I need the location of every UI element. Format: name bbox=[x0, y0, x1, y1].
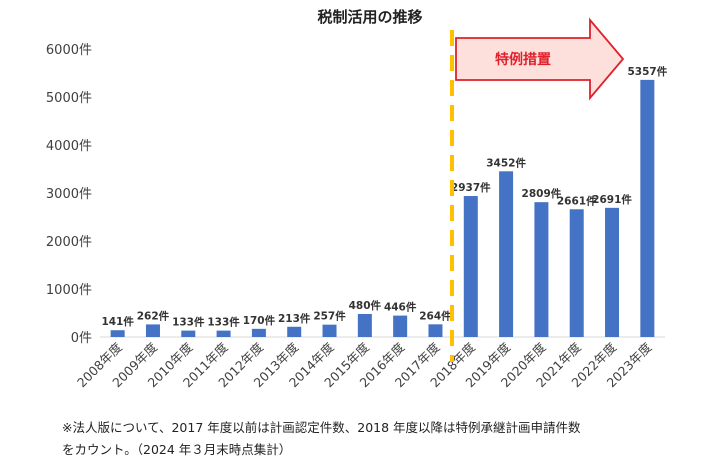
data-label: 2937件 bbox=[451, 181, 491, 194]
data-label: 2661件 bbox=[557, 194, 597, 207]
bar bbox=[605, 207, 620, 337]
bar bbox=[251, 328, 266, 337]
bar bbox=[110, 330, 125, 337]
bar bbox=[181, 330, 196, 337]
footnote-line-2: をカウント。（2024 年３月末時点集計） bbox=[62, 442, 292, 457]
data-label: 2691件 bbox=[592, 193, 632, 206]
bar bbox=[216, 330, 231, 337]
x-axis: 2008年度2009年度2010年度2011年度2012年度2013年度2014… bbox=[74, 339, 655, 390]
y-tick-label: 4000件 bbox=[46, 139, 92, 154]
data-label: 213件 bbox=[278, 312, 311, 325]
bar bbox=[287, 326, 302, 337]
bar bbox=[499, 171, 514, 337]
bar bbox=[640, 79, 655, 337]
footnote: ※法人版について、2017 年度以前は計画認定件数、2018 年度以降は特例承継… bbox=[62, 417, 702, 461]
bar bbox=[393, 315, 408, 337]
data-label: 5357件 bbox=[627, 65, 667, 78]
data-label: 446件 bbox=[384, 301, 417, 314]
chart: 税制活用の推移 0件 1000件 2000件 3000件 4000件 5000件 6000件… bbox=[46, 8, 668, 390]
bar bbox=[569, 209, 584, 337]
bars bbox=[110, 79, 655, 337]
bar bbox=[145, 324, 160, 337]
chart-title: 税制活用の推移 bbox=[317, 8, 422, 26]
data-label: 133件 bbox=[172, 316, 205, 329]
data-label: 262件 bbox=[137, 309, 170, 322]
y-tick-label: 3000件 bbox=[46, 187, 92, 202]
data-label: 480件 bbox=[349, 299, 382, 312]
bar bbox=[534, 202, 549, 337]
bar bbox=[322, 324, 337, 337]
y-tick-label: 5000件 bbox=[46, 91, 92, 106]
special-measure-label: 特例措置 bbox=[495, 51, 551, 68]
bar bbox=[463, 196, 478, 337]
y-tick-label: 0件 bbox=[71, 331, 92, 346]
data-label: 133件 bbox=[207, 316, 240, 329]
y-tick-label: 6000件 bbox=[46, 43, 92, 58]
data-label: 170件 bbox=[243, 314, 276, 327]
data-label: 3452件 bbox=[486, 156, 526, 169]
footnote-line-1: ※法人版について、2017 年度以前は計画認定件数、2018 年度以降は特例承継… bbox=[62, 420, 581, 435]
data-label: 141件 bbox=[101, 315, 134, 328]
y-tick-label: 2000件 bbox=[46, 235, 92, 250]
arrow-shape bbox=[455, 17, 625, 101]
bar bbox=[357, 313, 372, 337]
y-tick-label: 1000件 bbox=[46, 283, 92, 298]
data-label: 264件 bbox=[419, 309, 452, 322]
data-label: 257件 bbox=[313, 310, 346, 323]
data-label: 2809件 bbox=[522, 187, 562, 200]
bar bbox=[428, 324, 443, 337]
special-measure-arrow: 特例措置 bbox=[455, 17, 625, 101]
